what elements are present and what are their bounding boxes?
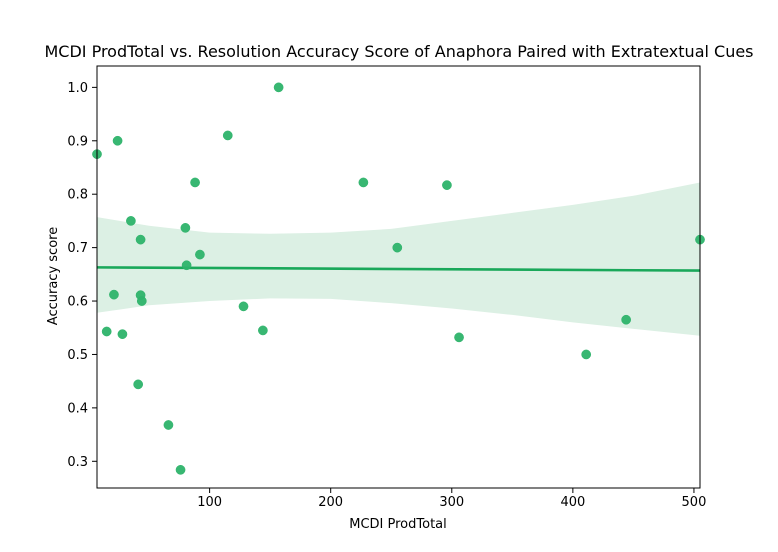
data-point	[273, 82, 284, 93]
y-axis-label: Accuracy score	[46, 227, 61, 325]
data-point	[175, 464, 186, 475]
x-tick-label: 400	[560, 495, 585, 510]
data-point	[112, 135, 123, 146]
y-tick-label: 1.0	[67, 81, 88, 96]
y-tick-label: 0.6	[67, 295, 88, 310]
regression-line	[96, 266, 701, 272]
x-tick-label: 200	[318, 495, 343, 510]
data-point	[195, 249, 205, 260]
y-tick-label: 0.8	[67, 188, 88, 203]
data-point	[442, 180, 452, 190]
x-axis-label: MCDI ProdTotal	[349, 517, 447, 532]
data-point	[238, 301, 249, 312]
y-tick-label: 0.5	[67, 348, 88, 363]
data-point	[190, 177, 200, 188]
data-point	[117, 329, 128, 340]
confidence-band	[97, 182, 700, 336]
y-tick-label: 0.4	[67, 401, 88, 416]
data-point	[180, 223, 191, 233]
data-points-layer	[92, 82, 705, 475]
data-point	[454, 332, 464, 343]
data-point	[222, 130, 233, 141]
x-tick-label: 100	[197, 495, 222, 510]
confidence-band-layer	[97, 182, 700, 336]
data-point	[581, 349, 592, 360]
y-axis-ticks: 0.3 0.4 0.5 0.6 0.7 0.8 0.9 1.0	[67, 81, 97, 470]
x-tick-label: 500	[682, 495, 707, 510]
data-point	[163, 420, 174, 430]
data-point	[258, 325, 268, 336]
x-axis-ticks: 100 200 300 400 500	[197, 488, 706, 510]
data-point	[133, 379, 144, 390]
data-point	[109, 289, 119, 300]
y-tick-label: 0.7	[67, 241, 88, 256]
data-point	[101, 326, 112, 337]
data-point	[136, 296, 147, 306]
data-point	[392, 242, 403, 253]
data-point	[621, 314, 631, 325]
data-point	[358, 177, 369, 188]
data-point	[126, 216, 136, 226]
y-tick-label: 0.3	[67, 455, 88, 470]
data-point	[135, 234, 146, 245]
chart-title: MCDI ProdTotal vs. Resolution Accuracy S…	[44, 42, 753, 61]
y-tick-label: 0.9	[67, 134, 88, 149]
x-tick-label: 300	[439, 495, 464, 510]
data-point	[181, 260, 192, 271]
regression-line-layer	[96, 266, 701, 272]
plot-frame	[96, 65, 701, 489]
